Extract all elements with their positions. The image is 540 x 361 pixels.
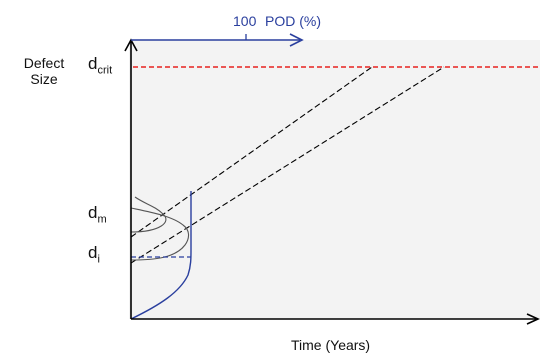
y-axis-label-line2: Size [30,71,58,87]
pod-axis-label: POD (%) [265,13,321,29]
x-axis-arrow [526,313,540,325]
y-axis-label-line1: Defect [23,55,65,71]
x-axis-label: Time (Years) [291,337,371,353]
pod-axis-arrow [289,33,304,47]
d-crit-base: d [88,54,98,73]
pod-curve [130,191,192,320]
d-crit-label: dcrit [88,54,112,76]
plot-area [129,40,540,319]
d-i-sub: i [97,253,100,266]
growth-line-upper [130,66,373,238]
d-m-label: dm [88,203,107,225]
pod-axis-value: 100 [233,13,257,29]
d-i-base: d [88,243,98,262]
d-m-sub: m [97,213,107,226]
d-i-label: di [88,243,100,265]
d-m-base: d [88,203,98,222]
missed-size-distribution [130,196,167,233]
growth-line-lower [130,66,445,264]
y-axis-label: Defect Size [16,55,72,87]
d-crit-sub: crit [97,64,113,77]
